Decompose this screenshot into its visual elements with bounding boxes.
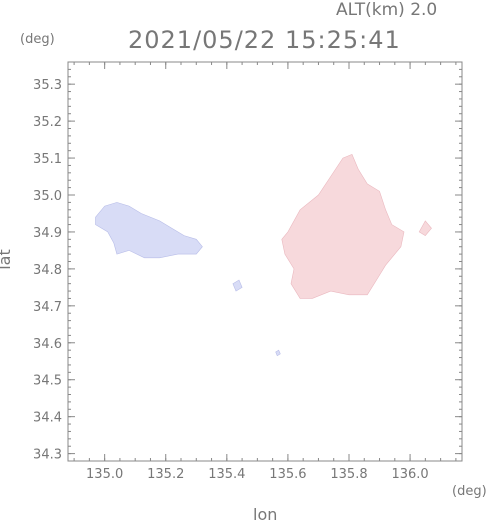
plot-frame [67, 61, 463, 462]
y-tick-label: 34.5 [33, 374, 62, 389]
y-tick-label: 34.9 [33, 226, 62, 241]
y-tick-label: 34.7 [33, 300, 62, 315]
y-tick-label: 35.3 [33, 78, 62, 93]
negative-speck-2 [275, 349, 281, 357]
y-axis-label: lat [0, 249, 14, 270]
y-tick-label: 34.6 [33, 337, 62, 352]
x-tick-label: 136.0 [391, 467, 428, 482]
x-tick-label: 135.2 [147, 467, 184, 482]
y-unit-label: (deg) [20, 32, 55, 47]
x-tick-label: 135.8 [330, 467, 367, 482]
echo-regions [95, 154, 432, 357]
x-tick-label: 135.4 [208, 467, 245, 482]
y-tick-label: 35.0 [33, 189, 62, 204]
negative-speck-1 [232, 279, 243, 292]
y-tick-label: 34.8 [33, 263, 62, 278]
chart-title: 2021/05/22 15:25:41 [128, 26, 401, 54]
x-tick-label: 135.6 [269, 467, 306, 482]
positive-echo-east [281, 154, 405, 299]
x-axis-label: lon [253, 505, 278, 524]
y-tick-label: 35.1 [33, 152, 62, 167]
axis-ticks: 135.0 135.2 135.4 135.6 135.8 136.0 34.3 34.4 34… [33, 62, 462, 482]
altitude-label: ALT(km) 2.0 [336, 0, 438, 20]
negative-echo-west [95, 202, 203, 259]
y-tick-label: 34.3 [33, 448, 62, 463]
x-tick-label: 135.0 [86, 467, 123, 482]
positive-speck-1 [418, 220, 432, 236]
y-tick-label: 34.4 [33, 411, 62, 426]
y-tick-label: 35.2 [33, 115, 62, 130]
x-unit-label: (deg) [452, 484, 487, 499]
